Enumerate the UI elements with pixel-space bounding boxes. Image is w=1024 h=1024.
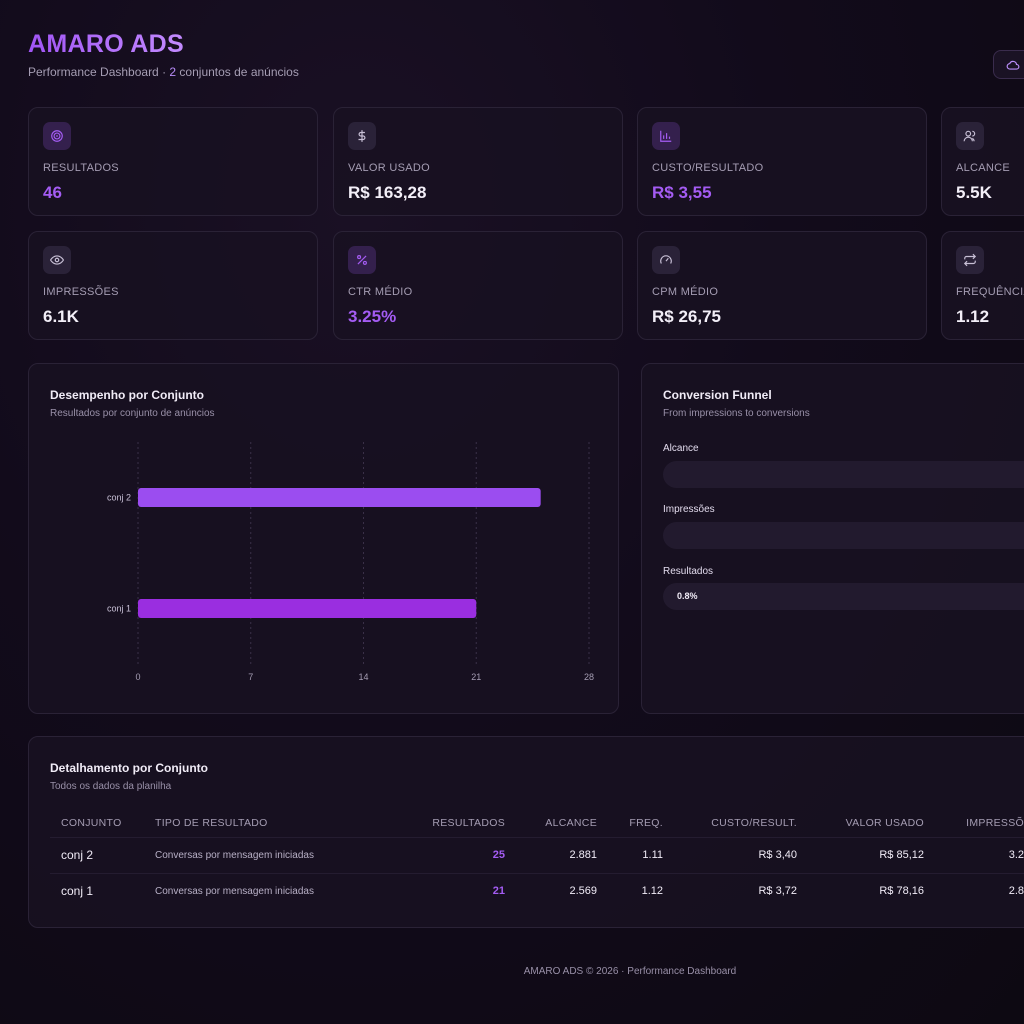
cell-conjunto: conj 2 <box>50 836 155 873</box>
funnel-stage-pct: 0.8% <box>677 591 698 601</box>
dollar-icon <box>348 122 376 150</box>
bar-chart-title: Desempenho por Conjunto <box>50 388 204 402</box>
bar-chart-icon <box>652 122 680 150</box>
cell-freq: 1.11 <box>597 836 663 873</box>
column-header[interactable]: IMPRESSÕ <box>966 816 1024 829</box>
column-header[interactable]: VALOR USADO <box>845 816 924 829</box>
table-subtitle: Todos os dados da planilha <box>50 781 172 792</box>
kpi-label: CPM MÉDIO <box>652 286 719 298</box>
cell-valor: R$ 85,12 <box>797 836 924 873</box>
subtitle-count: 2 <box>169 65 177 79</box>
kpi-card-ctr-medio: CTR MÉDIO 3.25% <box>333 231 623 340</box>
target-icon <box>43 122 71 150</box>
kpi-label: CUSTO/RESULTADO <box>652 162 764 174</box>
kpi-label: IMPRESSÕES <box>43 286 119 298</box>
kpi-label: FREQUÊNCIA <box>956 286 1024 298</box>
cell-impressoes: 2.8 <box>924 872 1024 909</box>
cell-alcance: 2.569 <box>505 872 597 909</box>
kpi-card-custo-resultado: CUSTO/RESULTADO R$ 3,55 <box>637 107 927 216</box>
table-title: Detalhamento por Conjunto <box>50 761 208 775</box>
bar <box>138 599 477 618</box>
percent-icon <box>348 246 376 274</box>
sync-button[interactable] <box>993 50 1024 79</box>
y-category-label: conj 1 <box>107 604 131 614</box>
subtitle-prefix: Performance Dashboard · <box>28 65 170 79</box>
kpi-value: 6.1K <box>43 307 79 326</box>
kpi-card-valor-usado: VALOR USADO R$ 163,28 <box>333 107 623 216</box>
cell-tipo: Conversas por mensagem iniciadas <box>155 872 370 909</box>
kpi-label: RESULTADOS <box>43 162 119 174</box>
funnel-card: Conversion Funnel From impressions to co… <box>641 363 1024 714</box>
kpi-label: VALOR USADO <box>348 162 430 174</box>
kpi-value: 1.12 <box>956 307 990 326</box>
cell-resultados: 25 <box>370 836 505 873</box>
funnel-stage-bar: 0.8% <box>663 583 1024 610</box>
funnel-stage-label: Resultados <box>663 566 714 577</box>
cell-impressoes: 3.2 <box>924 836 1024 873</box>
column-header[interactable]: TIPO DE RESULTADO <box>155 816 268 829</box>
funnel-stage-label: Impressões <box>663 504 715 515</box>
column-header[interactable]: CUSTO/RESULT. <box>711 816 797 829</box>
cell-custo: R$ 3,40 <box>663 836 797 873</box>
bar <box>138 488 541 507</box>
cell-alcance: 2.881 <box>505 836 597 873</box>
kpi-value: R$ 3,55 <box>652 183 712 202</box>
cell-conjunto: conj 1 <box>50 872 155 909</box>
x-tick-label: 7 <box>248 672 253 682</box>
kpi-label: CTR MÉDIO <box>348 286 413 298</box>
brand-title: AMARO ADS <box>28 30 184 58</box>
column-header[interactable]: CONJUNTO <box>61 816 122 829</box>
gauge-icon <box>652 246 680 274</box>
x-tick-label: 21 <box>471 672 481 682</box>
kpi-card-frequencia: FREQUÊNCIA 1.12 <box>941 231 1024 340</box>
x-tick-label: 28 <box>584 672 594 682</box>
bar-chart-card: Desempenho por Conjunto Resultados por c… <box>28 363 619 714</box>
funnel-stage-bar <box>663 461 1024 488</box>
cloud-icon <box>1006 60 1020 70</box>
page-subtitle: Performance Dashboard · 2 conjuntos de a… <box>28 65 299 79</box>
cell-valor: R$ 78,16 <box>797 872 924 909</box>
footer-text: AMARO ADS © 2026 · Performance Dashboard <box>523 966 737 977</box>
column-header[interactable]: RESULTADOS <box>432 816 505 829</box>
funnel-subtitle: From impressions to conversions <box>663 408 810 419</box>
column-header[interactable]: ALCANCE <box>545 816 597 829</box>
kpi-value: R$ 26,75 <box>652 307 721 326</box>
kpi-value: 46 <box>43 183 62 202</box>
column-header[interactable]: FREQ. <box>629 816 663 829</box>
users-icon <box>956 122 984 150</box>
table-header-row: CONJUNTO TIPO DE RESULTADO RESULTADOS AL… <box>50 809 1024 837</box>
cell-tipo: Conversas por mensagem iniciadas <box>155 836 370 873</box>
funnel-title: Conversion Funnel <box>663 388 772 402</box>
x-tick-label: 0 <box>135 672 140 682</box>
kpi-card-alcance: ALCANCE 5.5K <box>941 107 1024 216</box>
table-row[interactable]: conj 2 Conversas por mensagem iniciadas … <box>50 836 1024 873</box>
detail-table-card: Detalhamento por Conjunto Todos os dados… <box>28 736 1024 928</box>
y-category-label: conj 2 <box>107 493 131 503</box>
kpi-value: 3.25% <box>348 307 397 326</box>
eye-icon <box>43 246 71 274</box>
kpi-label: ALCANCE <box>956 162 1011 174</box>
detail-table: CONJUNTO TIPO DE RESULTADO RESULTADOS AL… <box>50 809 1024 909</box>
funnel-stage-label: Alcance <box>663 443 699 454</box>
kpi-card-cpm-medio: CPM MÉDIO R$ 26,75 <box>637 231 927 340</box>
funnel-stage-bar <box>663 522 1024 549</box>
bar-chart-subtitle: Resultados por conjunto de anúncios <box>50 408 215 419</box>
cell-custo: R$ 3,72 <box>663 872 797 909</box>
cell-freq: 1.12 <box>597 872 663 909</box>
subtitle-suffix: conjuntos de anúncios <box>176 65 299 79</box>
bar-chart: 0 7 14 21 28 conj 2 conj 1 <box>107 442 594 682</box>
kpi-card-resultados: RESULTADOS 46 <box>28 107 318 216</box>
cell-resultados: 21 <box>370 872 505 909</box>
kpi-card-impressoes: IMPRESSÕES 6.1K <box>28 231 318 340</box>
table-row[interactable]: conj 1 Conversas por mensagem iniciadas … <box>50 872 1024 909</box>
repeat-icon <box>956 246 984 274</box>
kpi-value: R$ 163,28 <box>348 183 427 202</box>
x-tick-label: 14 <box>358 672 368 682</box>
kpi-value: 5.5K <box>956 183 992 202</box>
